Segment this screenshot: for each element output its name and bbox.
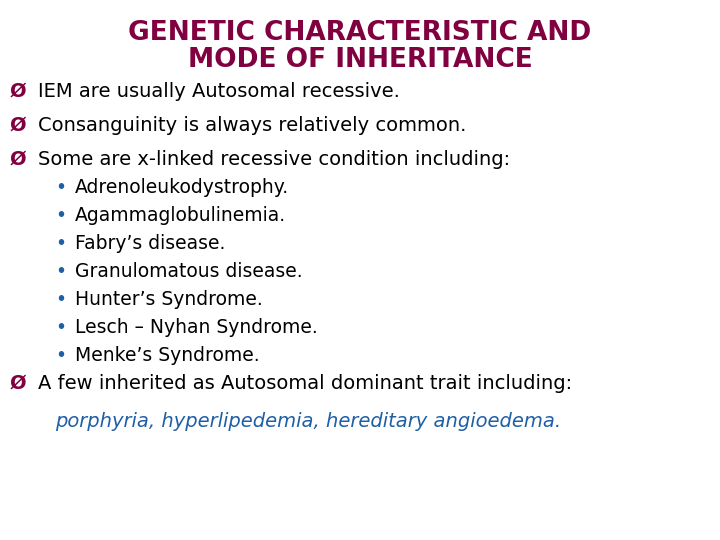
- Text: Hunter’s Syndrome.: Hunter’s Syndrome.: [75, 290, 263, 309]
- Text: A few inherited as Autosomal dominant trait including:: A few inherited as Autosomal dominant tr…: [38, 374, 572, 393]
- Text: Lesch – Nyhan Syndrome.: Lesch – Nyhan Syndrome.: [75, 318, 318, 337]
- Text: •: •: [55, 262, 66, 281]
- Text: Some are x-linked recessive condition including:: Some are x-linked recessive condition in…: [38, 150, 510, 169]
- Text: Ø: Ø: [10, 116, 33, 135]
- Text: Adrenoleukodystrophy.: Adrenoleukodystrophy.: [75, 178, 289, 197]
- Text: •: •: [55, 346, 66, 365]
- Text: Ø: Ø: [10, 82, 33, 101]
- Text: •: •: [55, 178, 66, 197]
- Text: MODE OF INHERITANCE: MODE OF INHERITANCE: [188, 47, 532, 73]
- Text: Granulomatous disease.: Granulomatous disease.: [75, 262, 302, 281]
- Text: GENETIC CHARACTERISTIC AND: GENETIC CHARACTERISTIC AND: [128, 20, 592, 46]
- Text: Ø: Ø: [10, 374, 33, 393]
- Text: •: •: [55, 206, 66, 225]
- Text: •: •: [55, 318, 66, 337]
- Text: IEM are usually Autosomal recessive.: IEM are usually Autosomal recessive.: [38, 82, 400, 101]
- Text: Consanguinity is always relatively common.: Consanguinity is always relatively commo…: [38, 116, 467, 135]
- Text: •: •: [55, 234, 66, 253]
- Text: Fabry’s disease.: Fabry’s disease.: [75, 234, 225, 253]
- Text: Agammaglobulinemia.: Agammaglobulinemia.: [75, 206, 286, 225]
- Text: porphyria, hyperlipedemia, hereditary angioedema.: porphyria, hyperlipedemia, hereditary an…: [55, 412, 561, 431]
- Text: Ø: Ø: [10, 150, 33, 169]
- Text: Menke’s Syndrome.: Menke’s Syndrome.: [75, 346, 260, 365]
- Text: •: •: [55, 290, 66, 309]
